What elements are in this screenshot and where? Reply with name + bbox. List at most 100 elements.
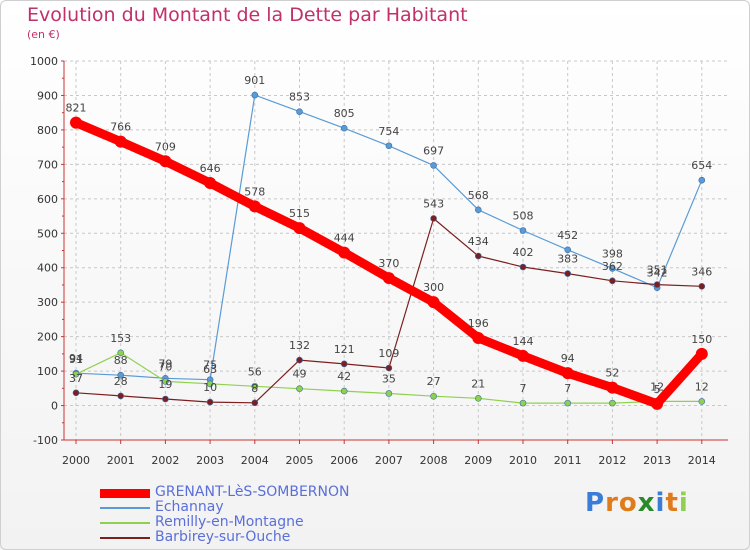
data-label-grenant-l-s-sombernon: 196 [468, 317, 489, 330]
data-label-grenant-l-s-sombernon: 94 [561, 352, 575, 365]
data-label-echannay: 853 [289, 91, 310, 104]
data-point-barbirey-sur-ouche [340, 360, 348, 368]
data-point-grenant-l-s-sombernon [651, 397, 664, 410]
y-tick-label: 900 [37, 89, 58, 102]
data-point-barbirey-sur-ouche [296, 356, 303, 364]
data-label-barbirey-sur-ouche: 383 [557, 253, 578, 266]
data-label-grenant-l-s-sombernon: 370 [378, 257, 399, 270]
data-point-echannay [385, 142, 393, 150]
data-label-barbirey-sur-ouche: 28 [114, 375, 128, 388]
data-point-barbirey-sur-ouche [206, 398, 214, 406]
x-tick-label: 2005 [286, 454, 314, 467]
data-label-echannay: 398 [602, 247, 623, 260]
data-point-remilly-en-montagne [117, 349, 124, 357]
data-point-remilly-en-montagne [430, 392, 437, 400]
data-point-remilly-en-montagne [519, 399, 527, 407]
data-point-barbirey-sur-ouche [564, 270, 572, 277]
data-label-barbirey-sur-ouche: 132 [289, 339, 310, 352]
data-point-barbirey-sur-ouche [72, 389, 80, 397]
data-label-grenant-l-s-sombernon: 821 [66, 102, 87, 115]
data-label-remilly-en-montagne: 70 [158, 360, 172, 373]
data-label-barbirey-sur-ouche: 37 [69, 372, 83, 385]
data-point-barbirey-sur-ouche [519, 263, 527, 271]
y-tick-label: 100 [37, 365, 58, 378]
data-point-grenant-l-s-sombernon [293, 222, 306, 235]
proxiti-logo: Proxiti [585, 488, 689, 518]
data-label-remilly-en-montagne: 12 [695, 380, 709, 393]
legend-label: Remilly-en-Montagne [155, 514, 304, 530]
x-tick-label: 2001 [107, 454, 135, 467]
x-tick-label: 2013 [643, 454, 671, 467]
data-label-grenant-l-s-sombernon: 300 [423, 281, 444, 294]
data-label-barbirey-sur-ouche: 10 [203, 381, 217, 394]
logo-letter: t [665, 488, 679, 518]
data-label-barbirey-sur-ouche: 121 [334, 343, 355, 356]
logo-letter: i [678, 488, 689, 518]
x-tick-label: 2009 [464, 454, 492, 467]
data-point-remilly-en-montagne [251, 382, 259, 390]
y-tick-label: 800 [37, 124, 58, 137]
data-point-grenant-l-s-sombernon [427, 296, 440, 309]
data-label-barbirey-sur-ouche: 434 [468, 235, 489, 248]
data-point-remilly-en-montagne [296, 385, 303, 392]
data-label-echannay: 901 [244, 74, 265, 87]
data-point-barbirey-sur-ouche [698, 283, 706, 290]
legend-swatch [100, 488, 150, 498]
data-point-grenant-l-s-sombernon [472, 332, 485, 345]
x-tick-label: 2006 [330, 454, 358, 467]
data-point-echannay [564, 246, 572, 254]
data-label-echannay: 79 [158, 357, 172, 370]
data-label-remilly-en-montagne: 56 [248, 365, 262, 378]
x-tick-label: 2000 [62, 454, 90, 467]
data-point-echannay [296, 108, 303, 115]
data-label-remilly-en-montagne: 35 [382, 372, 396, 385]
data-point-barbirey-sur-ouche [162, 395, 169, 403]
legend-label: Barbirey-sur-Ouche [155, 529, 291, 545]
y-tick-label: 600 [37, 193, 58, 206]
data-point-echannay [519, 227, 527, 234]
data-label-echannay: 342 [647, 267, 668, 280]
data-point-grenant-l-s-sombernon [606, 381, 619, 394]
y-tick-label: 400 [37, 262, 58, 275]
legend-swatch [100, 537, 150, 539]
data-point-grenant-l-s-sombernon [114, 135, 127, 148]
data-point-remilly-en-montagne [698, 398, 706, 405]
data-label-barbirey-sur-ouche: 362 [602, 260, 623, 273]
legend-swatch [100, 522, 150, 524]
x-tick-label: 2010 [509, 454, 537, 467]
y-tick-label: 500 [37, 227, 58, 240]
data-point-remilly-en-montagne [474, 395, 482, 402]
data-point-grenant-l-s-sombernon [338, 246, 351, 259]
data-label-echannay: 452 [557, 229, 578, 242]
logo-letter: r [605, 488, 619, 518]
y-tick-label: 700 [37, 158, 58, 171]
data-label-echannay: 568 [468, 189, 489, 202]
data-label-echannay: 75 [203, 359, 217, 372]
data-point-barbirey-sur-ouche [653, 281, 661, 288]
data-label-barbirey-sur-ouche: 8 [251, 382, 258, 395]
data-point-echannay [117, 371, 124, 379]
legend-label: GRENANT-LèS-SOMBERNON [155, 484, 350, 500]
data-label-grenant-l-s-sombernon: 766 [110, 121, 131, 134]
data-point-barbirey-sur-ouche [251, 399, 259, 407]
data-point-remilly-en-montagne [206, 380, 214, 388]
data-point-echannay [609, 265, 616, 272]
chart-subtitle: (en €) [27, 28, 60, 41]
data-label-barbirey-sur-ouche: 346 [691, 265, 712, 278]
data-point-grenant-l-s-sombernon [70, 116, 82, 129]
data-label-grenant-l-s-sombernon: 150 [691, 333, 712, 346]
legend-item-remilly-en-montagne: Remilly-en-Montagne [100, 515, 500, 530]
x-tick-label: 2012 [598, 454, 626, 467]
data-label-barbirey-sur-ouche: 19 [158, 378, 172, 391]
legend-item-barbirey-sur-ouche: Barbirey-sur-Ouche [100, 530, 500, 545]
data-point-remilly-en-montagne [609, 399, 616, 407]
data-point-barbirey-sur-ouche [117, 392, 124, 400]
data-point-echannay [474, 206, 482, 214]
data-label-remilly-en-montagne: 7 [564, 382, 571, 395]
chart-title: Evolution du Montant de la Dette par Hab… [27, 4, 468, 26]
data-label-remilly-en-montagne: 21 [471, 377, 485, 390]
data-label-remilly-en-montagne: 27 [427, 375, 441, 388]
y-tick-label: 1000 [30, 55, 58, 68]
data-label-grenant-l-s-sombernon: 709 [155, 140, 176, 153]
data-label-echannay: 805 [334, 107, 355, 120]
